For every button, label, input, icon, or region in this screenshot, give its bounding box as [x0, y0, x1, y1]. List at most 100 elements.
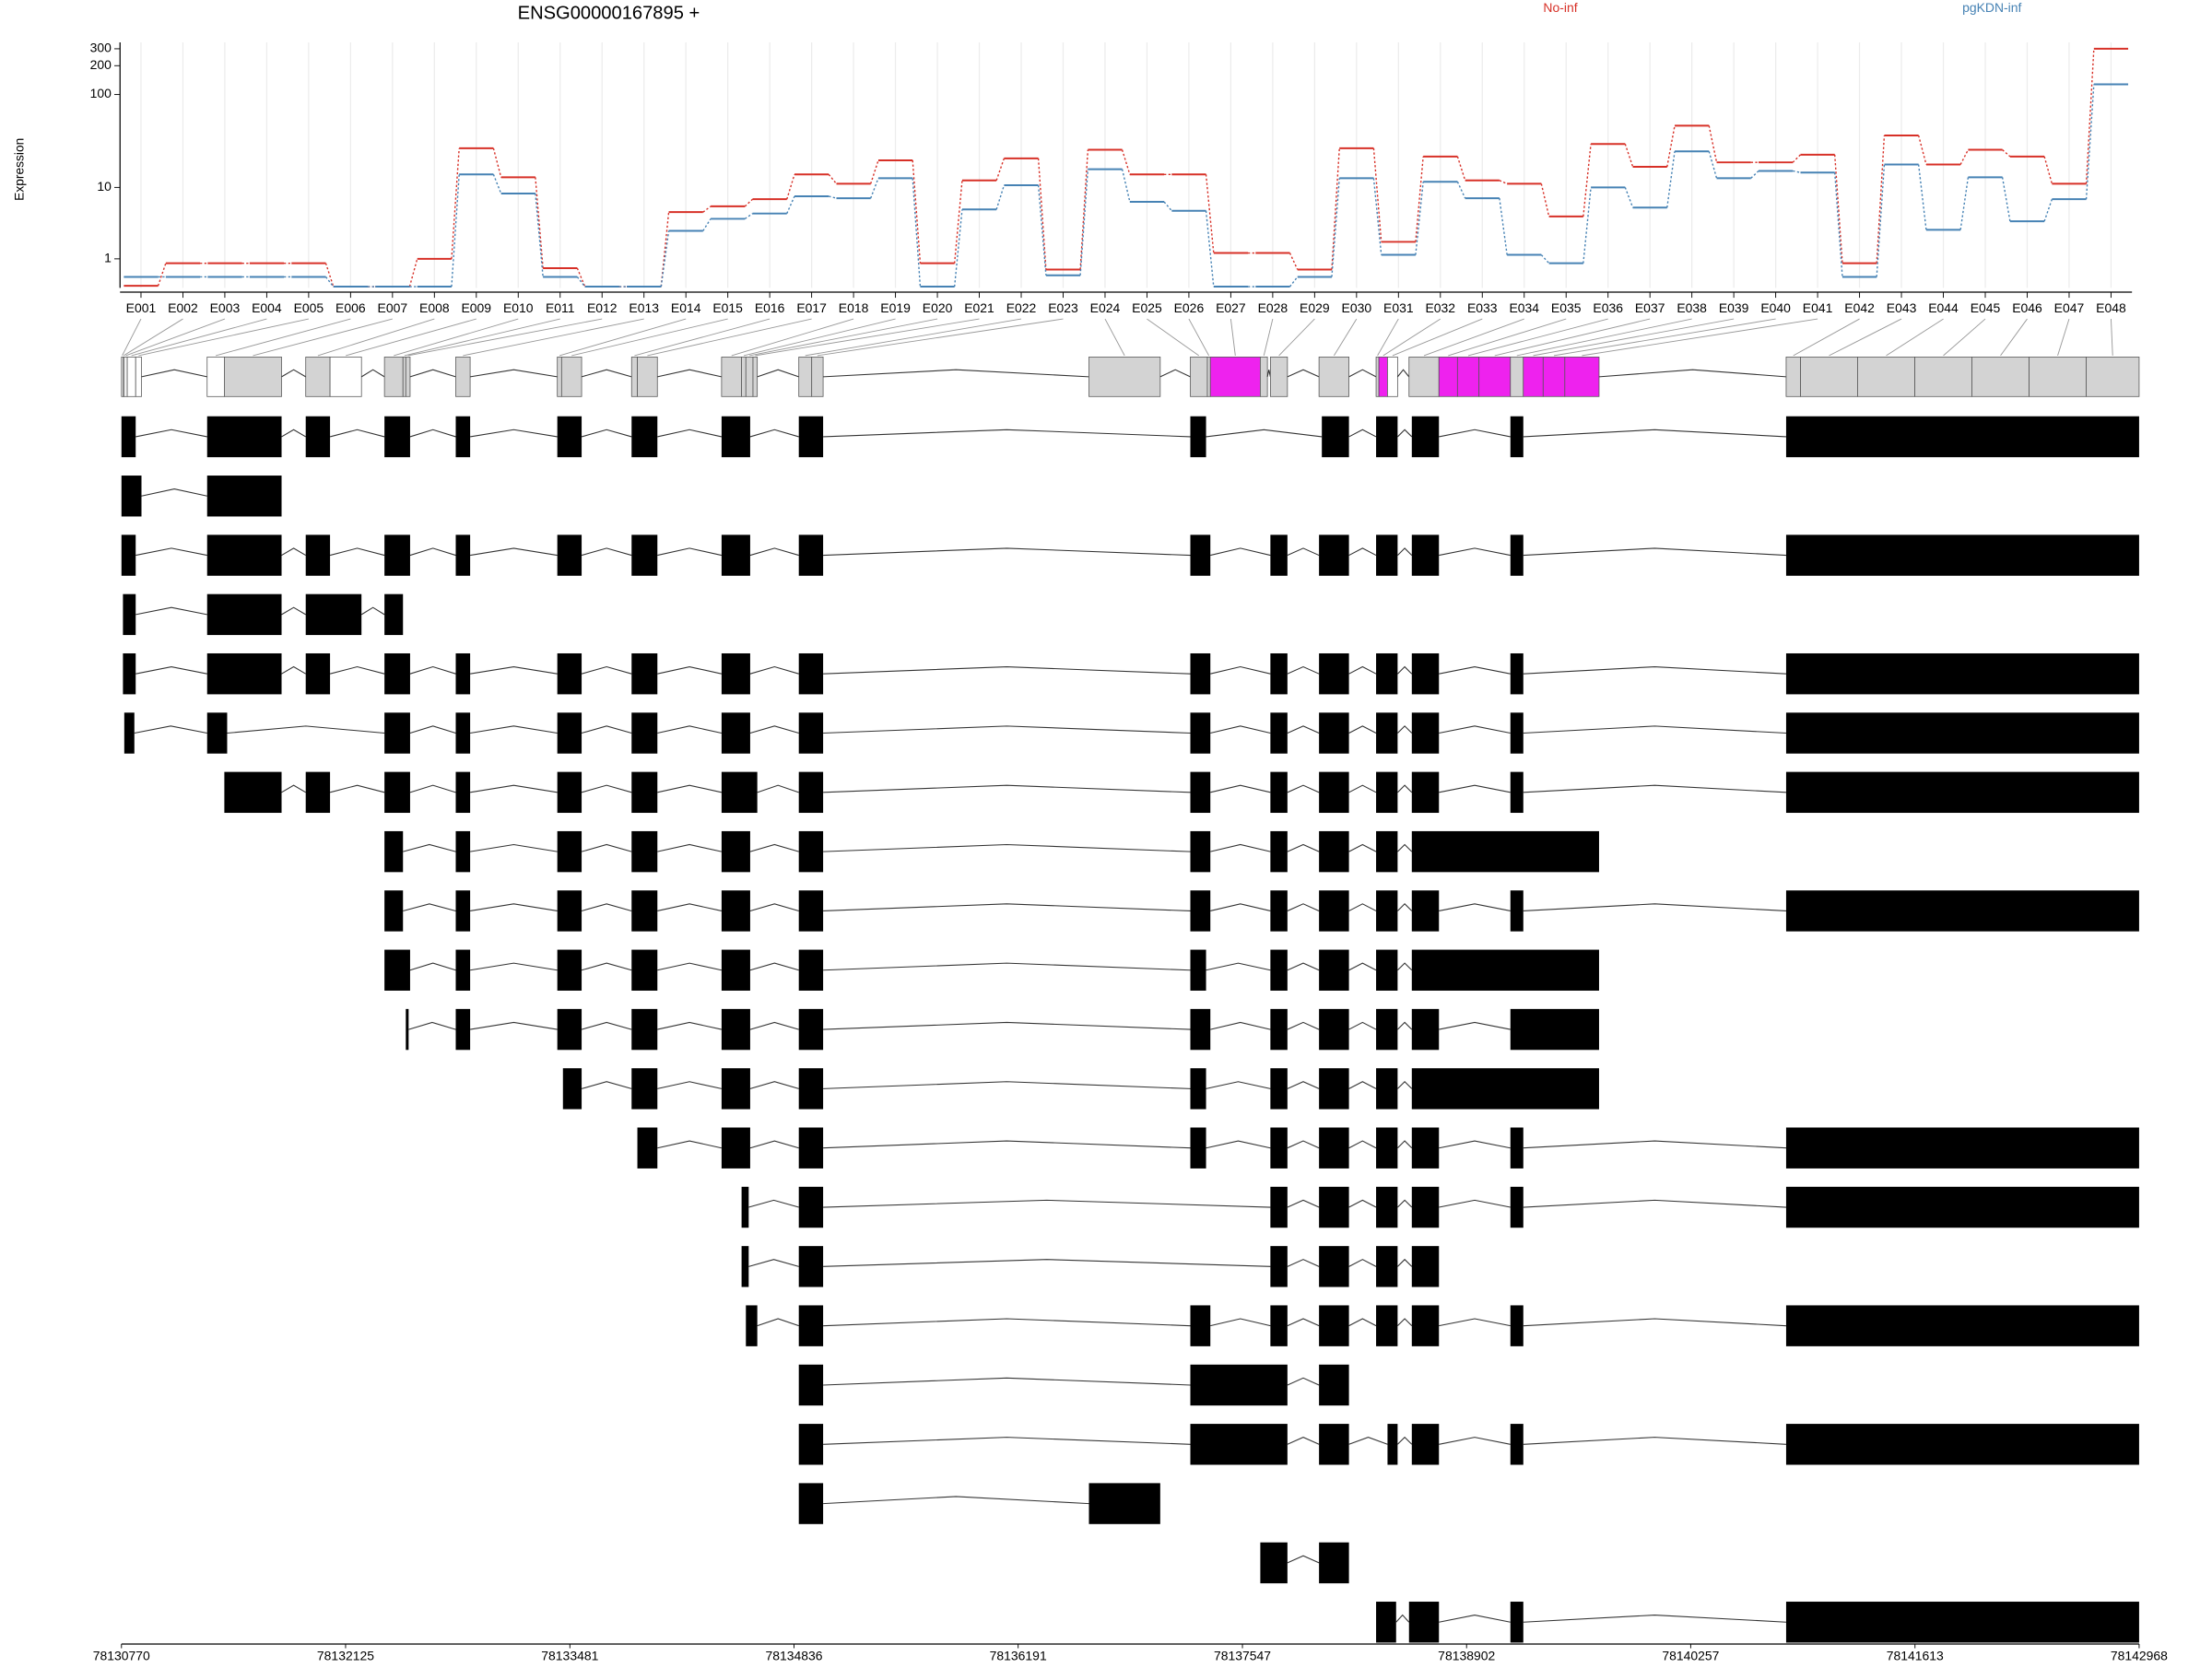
- transcript-exon: [1190, 1305, 1211, 1346]
- transcript-exon: [798, 1186, 824, 1228]
- exon-connector: [346, 318, 477, 357]
- transcript-exon: [557, 416, 582, 458]
- transcript-exon: [384, 890, 404, 932]
- transcript-exon: [798, 416, 824, 458]
- x-tick-label: E016: [755, 300, 785, 315]
- transcript-intron: [470, 962, 558, 971]
- x-tick-label: E003: [210, 300, 241, 315]
- transcript-intron: [823, 903, 1191, 911]
- step-connector: [912, 159, 922, 264]
- step-connector: [1540, 183, 1550, 217]
- transcript-intron: [1348, 429, 1377, 438]
- transcript-exon: [798, 830, 824, 873]
- transcript-intron: [581, 962, 632, 971]
- transcript-intron: [823, 1259, 1271, 1267]
- x-tick-label: E021: [964, 300, 994, 315]
- legend-label: No-inf: [1543, 0, 1577, 15]
- transcript-intron: [749, 1021, 799, 1030]
- x-tick-label: E045: [1971, 300, 2001, 315]
- gene-intron: [657, 369, 723, 378]
- step-connector: [1288, 253, 1299, 270]
- transcript-exon: [798, 1008, 824, 1051]
- step-connector: [1583, 144, 1592, 217]
- step-connector: [1372, 147, 1382, 242]
- exon-connector: [634, 318, 771, 357]
- step-connector: [451, 147, 460, 259]
- gene-intron: [360, 369, 385, 378]
- x-tick-label: 78134836: [765, 1648, 822, 1662]
- x-tick-label: E007: [378, 300, 408, 315]
- x-tick-label: E036: [1593, 300, 1623, 315]
- transcript-intron: [1396, 665, 1413, 675]
- transcript-exon: [406, 1008, 409, 1051]
- transcript-intron: [1439, 547, 1511, 557]
- transcript-intron: [1348, 1140, 1377, 1149]
- step-connector: [2043, 198, 2053, 222]
- gene-intron: [1348, 369, 1377, 378]
- exon-bin: [557, 357, 562, 397]
- transcript-exon: [631, 712, 658, 754]
- transcript-exon: [1510, 712, 1524, 754]
- step-connector: [870, 159, 879, 184]
- transcript-intron: [657, 429, 723, 438]
- transcript-exon: [305, 416, 331, 458]
- transcript-intron: [1439, 429, 1511, 438]
- transcript-exon: [721, 534, 750, 576]
- x-tick-label: 78141613: [1887, 1648, 1944, 1662]
- transcript-exon: [1785, 771, 2139, 814]
- exon-connector: [138, 318, 309, 357]
- transcript-exon: [1411, 712, 1440, 754]
- transcript-intron: [408, 1021, 456, 1030]
- exon-bin: [637, 357, 658, 397]
- transcript-exon: [455, 652, 471, 695]
- transcript-intron: [1396, 903, 1413, 911]
- transcript-exon: [1190, 1127, 1206, 1169]
- transcript-exon: [1785, 1305, 2139, 1346]
- exon-bin: [1523, 357, 1544, 397]
- transcript-intron: [1396, 1080, 1413, 1089]
- exon-bin: [1857, 357, 1915, 397]
- x-tick-label: E024: [1090, 300, 1121, 315]
- exon-bin: [1478, 357, 1512, 397]
- transcript-exon: [1785, 652, 2139, 695]
- x-tick-label: E017: [796, 300, 827, 315]
- step-connector: [1792, 154, 1801, 163]
- x-tick-label: E035: [1551, 300, 1582, 315]
- transcript-exon: [631, 890, 658, 932]
- transcript-intron: [823, 1437, 1191, 1445]
- x-tick-label: E013: [629, 300, 659, 315]
- transcript-intron: [1396, 1318, 1413, 1327]
- transcript-exon: [798, 1246, 824, 1287]
- transcript-exon: [1510, 534, 1524, 576]
- transcript-intron: [1348, 1259, 1377, 1267]
- transcript-exon: [798, 890, 824, 932]
- transcript-intron: [823, 1140, 1191, 1149]
- transcript-exon: [206, 712, 228, 754]
- transcript-intron: [1523, 429, 1786, 438]
- step-connector: [2001, 177, 2011, 222]
- transcript-intron: [1439, 725, 1511, 734]
- transcript-exon: [721, 416, 750, 458]
- step-connector: [953, 209, 963, 288]
- transcript-exon: [1411, 1246, 1440, 1287]
- x-tick-label: E038: [1677, 300, 1707, 315]
- transcript-intron: [1210, 547, 1271, 557]
- transcript-exon: [305, 771, 331, 814]
- exon-connector: [317, 318, 435, 357]
- transcript-intron: [1287, 1377, 1320, 1386]
- transcript-exon: [1190, 1008, 1211, 1051]
- step-connector: [702, 218, 712, 231]
- exon-connector: [463, 318, 644, 357]
- exon-connector: [407, 318, 603, 357]
- transcript-intron: [1439, 1021, 1511, 1030]
- transcript-exon: [1319, 1305, 1349, 1346]
- transcript-intron: [1439, 1199, 1511, 1208]
- transcript-exon: [1319, 1364, 1349, 1406]
- step-connector: [1499, 198, 1508, 255]
- transcript-intron: [657, 903, 723, 911]
- transcript-exon: [1190, 652, 1211, 695]
- transcript-exon: [1190, 949, 1206, 991]
- transcript-intron: [823, 547, 1191, 557]
- transcript-exon: [384, 830, 404, 873]
